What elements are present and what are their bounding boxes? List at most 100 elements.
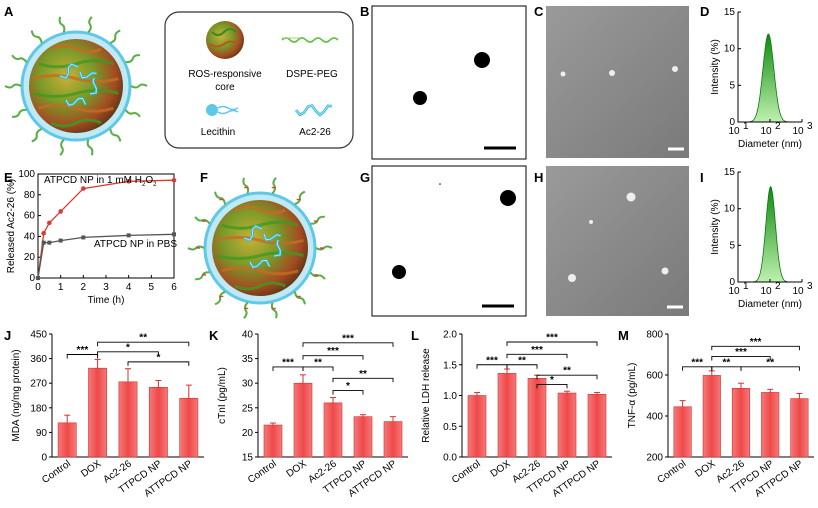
data-point	[47, 240, 52, 245]
data-point	[47, 220, 52, 226]
significance-label: **	[766, 357, 774, 368]
significance-bracket	[127, 361, 190, 366]
y-axis-label: cTnI (pg/mL)	[217, 367, 228, 424]
x-tick-label: 10	[792, 126, 804, 137]
significance-bracket	[97, 341, 190, 347]
sem-particle	[626, 192, 636, 202]
y-tick-label: 60	[24, 211, 36, 222]
subscript: 2	[153, 182, 157, 188]
x-tick-exponent: 2	[775, 121, 781, 132]
data-point	[41, 240, 46, 245]
peg-chain	[271, 177, 277, 195]
bar	[323, 402, 343, 458]
significance-bracket	[711, 356, 771, 361]
helix-icon	[59, 62, 79, 80]
peg-chain	[242, 177, 250, 194]
sem-particle	[672, 66, 678, 72]
significance-bracket	[711, 345, 800, 351]
peg-chain-icon	[281, 37, 339, 43]
peg-chain	[31, 128, 43, 143]
significance-bracket	[506, 364, 538, 369]
bar	[587, 393, 607, 458]
core-texture	[216, 251, 304, 261]
significance-label: **	[723, 357, 731, 368]
significance-bracket	[506, 353, 568, 359]
significance-label: **	[518, 355, 526, 366]
x-tick-label: 10	[728, 126, 740, 137]
significance-label: ***	[546, 332, 558, 343]
helix-highlight	[89, 77, 97, 95]
tem-particle	[474, 52, 490, 68]
significance-label: ***	[342, 333, 354, 344]
y-tick-label: 5	[729, 80, 735, 91]
bar	[118, 381, 138, 458]
y-tick-label: 10	[724, 44, 736, 55]
sem-particle	[661, 267, 669, 275]
tem-particle	[413, 91, 427, 105]
y-tick-label: 600	[646, 371, 663, 382]
chart-e: 0 20 40 60 80 100 0 1 2 3 4 5 6 Time (h) Released Ac2-…	[6, 169, 177, 306]
significance-label: ***	[735, 347, 747, 358]
helix-highlight	[79, 71, 97, 79]
panel-label-l: L	[411, 328, 419, 343]
distribution-peak	[738, 33, 802, 123]
legend-label-pbs: ATPCD NP in PBS	[94, 239, 177, 250]
x-tick-label: 6	[171, 282, 177, 293]
bar	[702, 375, 721, 458]
sem-particle	[589, 220, 593, 224]
significance-bracket	[302, 366, 334, 371]
significance-label: ***	[77, 345, 89, 356]
panel-label-e: E	[4, 170, 13, 185]
y-tick-label: 180	[30, 403, 47, 414]
data-point	[41, 230, 46, 236]
peg-chain	[214, 290, 226, 306]
helix-highlight	[263, 233, 281, 241]
y-tick-label: 400	[646, 412, 663, 423]
significance-bracket	[506, 341, 598, 346]
y-tick-label: 0	[29, 273, 35, 284]
y-tick-label: 10	[724, 204, 736, 215]
data-point	[126, 178, 131, 184]
y-tick-label: 0	[41, 453, 47, 464]
helix-highlight	[243, 225, 263, 241]
core-texture	[50, 118, 102, 128]
x-tick-exponent: 3	[807, 121, 813, 132]
y-axis-label: Intensity (%)	[710, 199, 721, 255]
x-tick-exponent: 3	[807, 281, 813, 292]
sem-particle	[560, 71, 566, 77]
peg-chain	[109, 29, 121, 44]
core-sphere-icon	[206, 21, 244, 59]
significance-label: *	[550, 375, 554, 386]
bar	[557, 392, 577, 458]
core-texture	[38, 59, 114, 69]
core-texture	[221, 266, 299, 276]
significance-bracket	[302, 355, 364, 360]
y-tick-label: 1.0	[443, 391, 457, 402]
legend-lecithin-label: Lecithin	[201, 127, 235, 138]
significance-label: **	[139, 333, 147, 344]
helix-icon	[295, 104, 333, 117]
peg-chain	[310, 215, 325, 225]
bar	[673, 406, 692, 458]
peg-chain	[59, 138, 65, 156]
bar	[527, 377, 547, 458]
y-tick-label: 360	[30, 354, 47, 365]
tem-particle	[392, 265, 406, 279]
peg-chain	[87, 16, 93, 34]
legend-core-label-2: core	[215, 82, 235, 93]
data-point	[58, 209, 63, 214]
y-axis-label: Released Ac2-26 (%)	[6, 179, 17, 274]
bar	[293, 382, 313, 458]
panel-label-b: B	[360, 4, 369, 19]
ac2-26-helix-icon	[295, 104, 333, 117]
significance-label: **	[359, 369, 367, 380]
y-tick-label: 30	[242, 379, 254, 390]
helix-icon	[262, 233, 281, 242]
x-axis-label: Diameter (nm)	[738, 139, 802, 150]
core-texture	[33, 88, 119, 98]
data-point	[171, 177, 177, 183]
